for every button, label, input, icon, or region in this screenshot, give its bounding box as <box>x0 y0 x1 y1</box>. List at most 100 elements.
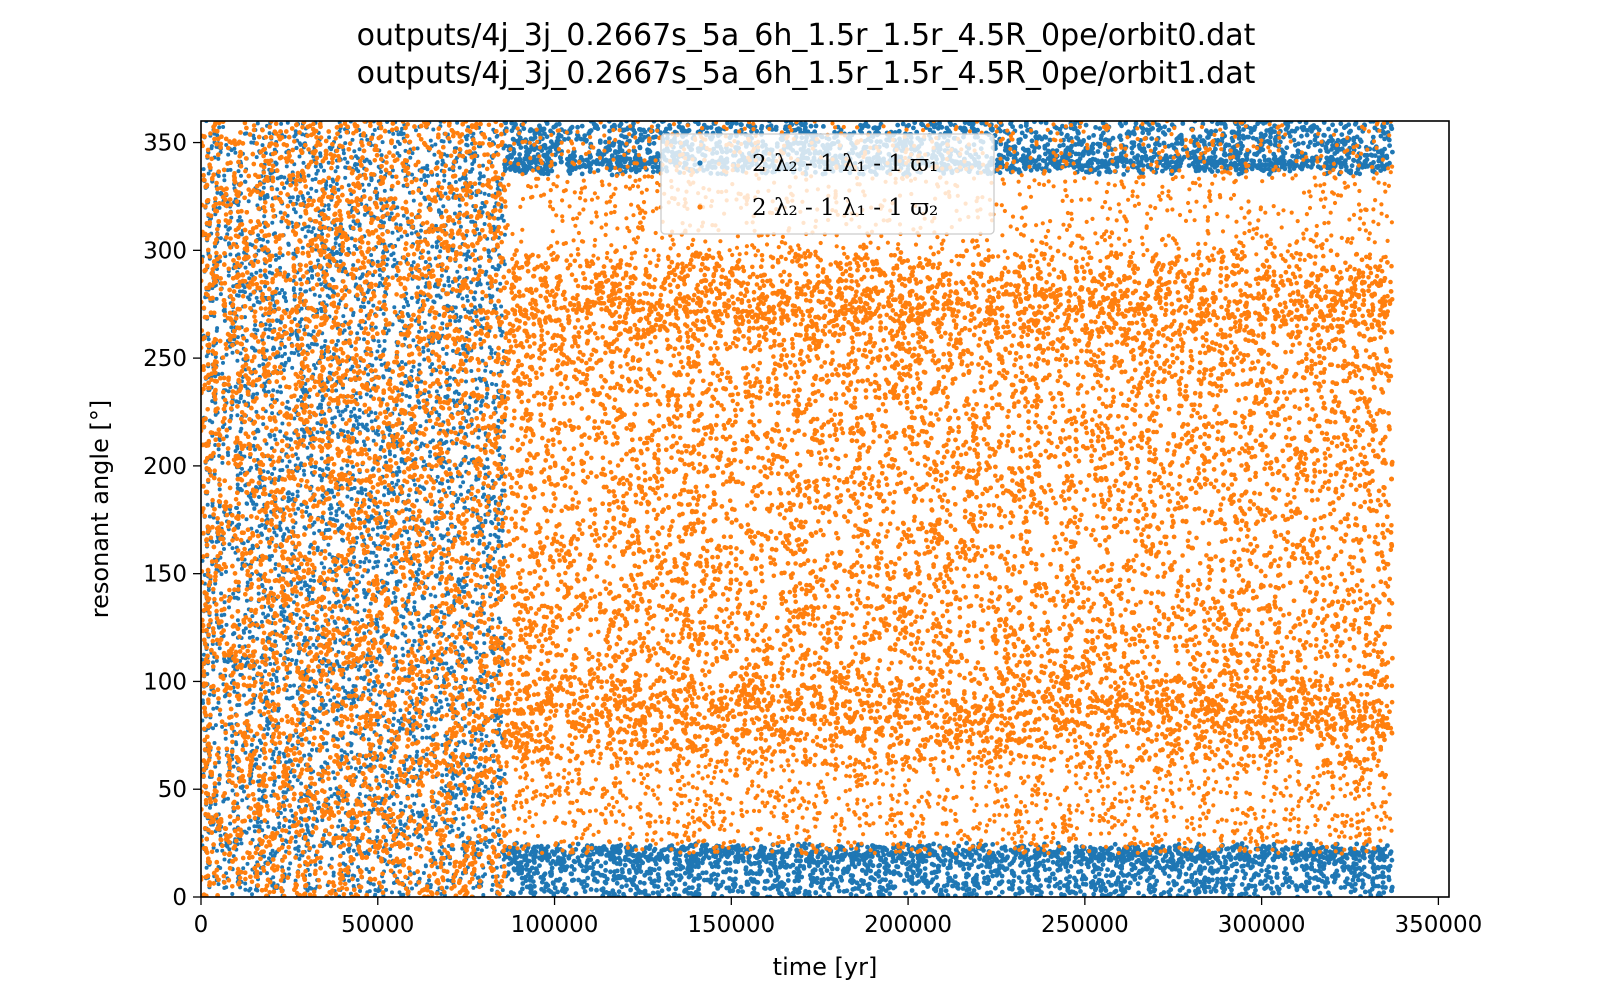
data-point <box>398 142 402 146</box>
data-point <box>254 757 258 761</box>
data-point <box>279 211 283 215</box>
data-point <box>270 757 274 761</box>
data-point <box>499 305 503 309</box>
data-point <box>398 470 402 474</box>
data-point <box>489 533 493 537</box>
data-point <box>252 507 256 511</box>
data-point <box>278 429 282 433</box>
data-point <box>273 639 277 643</box>
data-point <box>275 318 279 322</box>
data-point <box>395 403 399 407</box>
data-point <box>475 601 479 605</box>
data-point <box>432 643 436 647</box>
data-point <box>383 455 387 459</box>
data-point <box>276 390 280 394</box>
data-point <box>236 558 240 562</box>
data-point <box>418 812 422 816</box>
data-point <box>294 129 298 133</box>
data-point <box>422 196 426 200</box>
data-point <box>230 734 234 738</box>
data-point <box>270 472 274 476</box>
data-point <box>355 536 359 540</box>
data-point <box>439 691 443 695</box>
data-point <box>260 620 264 624</box>
data-point <box>412 605 416 609</box>
data-point <box>299 287 303 291</box>
data-point <box>310 230 314 234</box>
data-point <box>353 414 357 418</box>
data-point <box>256 233 260 237</box>
data-point <box>281 790 285 794</box>
data-point <box>442 179 446 183</box>
data-point <box>307 830 311 834</box>
data-point <box>433 284 437 288</box>
data-point <box>392 591 396 595</box>
data-point <box>461 816 465 820</box>
data-point <box>360 491 364 495</box>
data-point <box>352 700 356 704</box>
data-point <box>369 665 373 669</box>
data-point <box>222 174 226 178</box>
data-point <box>236 473 240 477</box>
data-point <box>445 773 449 777</box>
data-point <box>256 121 260 125</box>
data-point <box>254 410 258 414</box>
data-point <box>493 406 497 410</box>
data-point <box>269 678 273 682</box>
data-point <box>390 759 394 763</box>
data-point <box>371 304 375 308</box>
data-point <box>425 736 429 740</box>
data-point <box>369 253 373 257</box>
data-point <box>274 676 278 680</box>
data-point <box>444 192 448 196</box>
data-point <box>302 469 306 473</box>
data-point <box>219 591 223 595</box>
data-point <box>418 563 422 567</box>
data-point <box>455 500 459 504</box>
data-point <box>483 192 487 196</box>
data-point <box>464 258 468 262</box>
data-point <box>214 723 218 727</box>
data-point <box>291 643 295 647</box>
data-point <box>358 664 362 668</box>
data-point <box>304 510 308 514</box>
data-point <box>408 508 412 512</box>
data-point <box>287 867 291 871</box>
data-point <box>280 468 284 472</box>
data-point <box>354 167 358 171</box>
data-point <box>222 886 226 890</box>
data-point <box>298 277 302 281</box>
data-point <box>431 815 435 819</box>
data-point <box>341 686 345 690</box>
data-point <box>273 567 277 571</box>
data-point <box>399 614 403 618</box>
data-point <box>332 696 336 700</box>
data-point <box>246 581 250 585</box>
data-point <box>336 738 340 742</box>
data-point <box>277 706 281 710</box>
data-point <box>398 708 402 712</box>
data-point <box>491 825 495 829</box>
data-point <box>488 839 492 843</box>
data-point <box>470 539 474 543</box>
data-point <box>470 800 474 804</box>
data-point <box>304 235 308 239</box>
data-point <box>258 237 262 241</box>
data-point <box>474 732 478 736</box>
data-point <box>434 521 438 525</box>
data-point <box>416 285 420 289</box>
data-point <box>312 226 316 230</box>
data-point <box>384 839 388 843</box>
data-point <box>451 777 455 781</box>
data-point <box>356 490 360 494</box>
data-point <box>326 543 330 547</box>
data-point <box>344 408 348 412</box>
data-point <box>223 858 227 862</box>
data-point <box>382 312 386 316</box>
data-point <box>243 888 247 892</box>
data-point <box>463 446 467 450</box>
data-point <box>419 229 423 233</box>
data-point <box>367 559 371 563</box>
data-point <box>246 295 250 299</box>
